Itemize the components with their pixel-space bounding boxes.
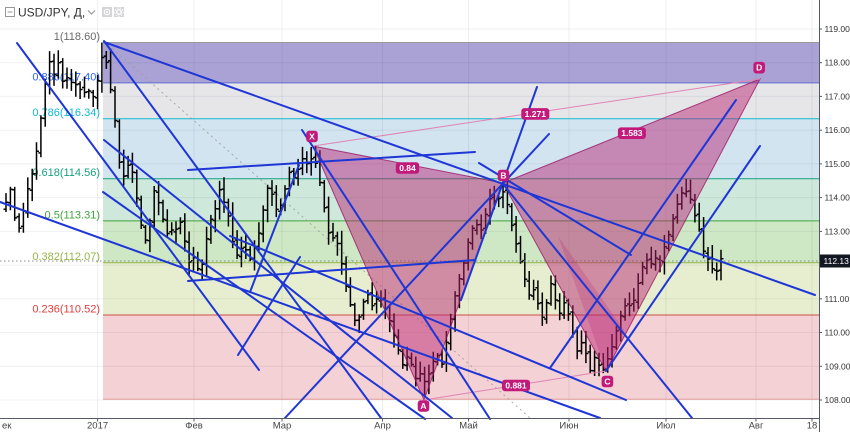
svg-text:1.271: 1.271 (525, 109, 547, 119)
svg-text:109.00: 109.00 (825, 361, 850, 371)
svg-text:111.00: 111.00 (825, 294, 850, 304)
svg-text:1(118.60): 1(118.60) (54, 31, 100, 43)
svg-text:116.00: 116.00 (825, 125, 850, 135)
svg-text:0.84: 0.84 (399, 163, 416, 173)
svg-text:114.00: 114.00 (825, 193, 850, 203)
svg-text:115.00: 115.00 (825, 159, 850, 169)
svg-text:117.00: 117.00 (825, 91, 850, 101)
svg-text:ек: ек (2, 421, 12, 432)
svg-text:0.382(112.07): 0.382(112.07) (32, 251, 100, 263)
svg-text:USD/JPY, Д,: USD/JPY, Д, (18, 6, 85, 20)
svg-text:Июн: Июн (559, 421, 578, 432)
svg-text:113.00: 113.00 (825, 226, 850, 236)
svg-text:X: X (309, 132, 315, 142)
svg-text:C: C (604, 377, 610, 387)
svg-text:0.5(113.31): 0.5(113.31) (45, 209, 100, 221)
svg-text:118.00: 118.00 (825, 58, 850, 68)
svg-text:Июл: Июл (656, 421, 675, 432)
svg-text:110.00: 110.00 (825, 328, 850, 338)
svg-text:119.00: 119.00 (825, 24, 850, 34)
svg-text:108.00: 108.00 (825, 395, 850, 405)
svg-text:112.13: 112.13 (824, 256, 850, 266)
svg-text:Фев: Фев (185, 421, 203, 432)
svg-text:18: 18 (807, 421, 818, 432)
svg-text:B: B (500, 171, 506, 181)
svg-text:0.618(114.56): 0.618(114.56) (32, 167, 100, 179)
svg-text:Май: Май (459, 421, 478, 432)
svg-text:Мар: Мар (273, 421, 292, 432)
svg-text:0.236(110.52): 0.236(110.52) (32, 304, 100, 316)
svg-text:Апр: Апр (374, 421, 391, 432)
svg-text:2017: 2017 (87, 421, 108, 432)
svg-text:0.881: 0.881 (505, 381, 527, 391)
svg-text:1.583: 1.583 (621, 128, 643, 138)
svg-text:A: A (420, 401, 426, 411)
svg-text:D: D (756, 63, 762, 73)
svg-text:Авг: Авг (749, 421, 764, 432)
